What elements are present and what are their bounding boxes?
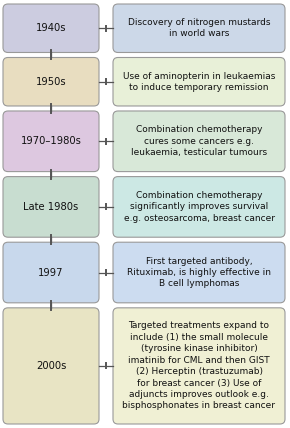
FancyBboxPatch shape [113, 111, 285, 172]
Text: Combination chemotherapy
cures some cancers e.g.
leukaemia, testicular tumours: Combination chemotherapy cures some canc… [131, 125, 267, 157]
FancyBboxPatch shape [3, 308, 99, 424]
FancyBboxPatch shape [3, 4, 99, 53]
FancyBboxPatch shape [113, 177, 285, 237]
Text: Use of aminopterin in leukaemias
to induce temporary remission: Use of aminopterin in leukaemias to indu… [123, 71, 275, 92]
Text: 2000s: 2000s [36, 361, 66, 371]
FancyBboxPatch shape [113, 57, 285, 106]
Text: Discovery of nitrogen mustards
in world wars: Discovery of nitrogen mustards in world … [128, 18, 270, 39]
Text: Combination chemotherapy
significantly improves survival
e.g. osteosarcoma, brea: Combination chemotherapy significantly i… [124, 191, 275, 223]
FancyBboxPatch shape [3, 111, 99, 172]
Text: 1997: 1997 [38, 268, 64, 277]
Text: 1970–1980s: 1970–1980s [21, 136, 81, 146]
FancyBboxPatch shape [3, 177, 99, 237]
Text: Targeted treatments expand to
include (1) the small molecule
(tyrosine kinase in: Targeted treatments expand to include (1… [122, 321, 276, 410]
Text: 1950s: 1950s [36, 77, 66, 87]
FancyBboxPatch shape [3, 57, 99, 106]
FancyBboxPatch shape [113, 4, 285, 53]
Text: Late 1980s: Late 1980s [23, 202, 79, 212]
FancyBboxPatch shape [3, 242, 99, 303]
Text: First targeted antibody,
Rituximab, is highly effective in
B cell lymphomas: First targeted antibody, Rituximab, is h… [127, 256, 271, 288]
FancyBboxPatch shape [113, 242, 285, 303]
FancyBboxPatch shape [113, 308, 285, 424]
Text: 1940s: 1940s [36, 23, 66, 33]
